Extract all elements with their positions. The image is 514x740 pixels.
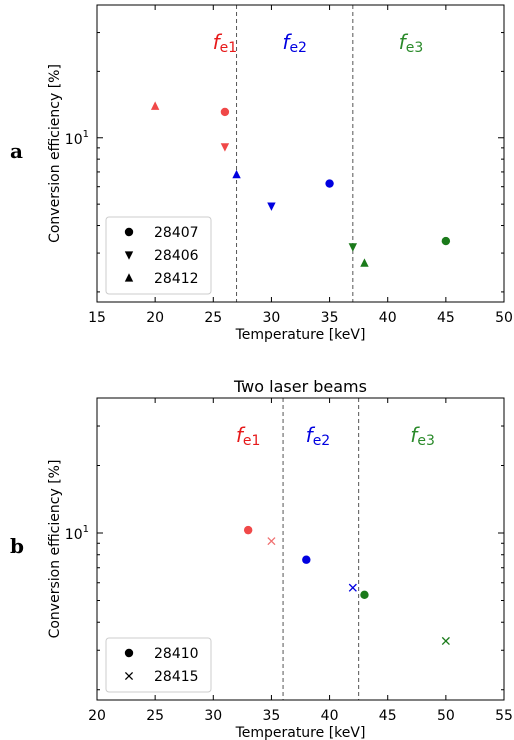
legend-label: 28412 [154,271,199,287]
panel-letter: a [10,139,23,163]
x-tick-label: 20 [88,708,106,724]
region-label-e1: fe1 [236,423,261,449]
data-point-28412 [150,101,160,110]
legend-marker-28412 [124,273,134,282]
x-tick-label: 30 [204,708,222,724]
data-point-28415 [267,537,276,546]
x-tick-label: 25 [204,310,222,326]
legend: 28410 28415 [105,637,212,693]
x-tick-label: 40 [321,708,339,724]
x-tick-label: 30 [263,310,281,326]
x-axis-label: Temperature [keV] [235,327,366,343]
legend-label: 28415 [154,669,199,685]
legend-marker-28410 [124,648,134,658]
legend-marker-28406 [124,251,134,260]
data-point-28415 [441,636,450,646]
data-point-28410 [360,590,369,600]
data-point-28412 [232,169,241,179]
legend-marker-28407 [124,227,134,237]
plot-frame [96,397,505,701]
data-point-28407 [220,107,230,117]
y-axis-label: Conversion efficiency [%] [47,64,63,243]
x-tick-label: 35 [321,310,339,326]
x-marker-stroke [348,583,357,592]
chart-title: Two laser beams [233,377,367,396]
data-point-28410 [302,555,311,564]
plot-frame [96,4,505,303]
y-tick-label: 101 [65,524,89,543]
x-tick-label: 15 [88,310,106,326]
x-tick-label: 45 [379,708,397,724]
x-tick-label: 45 [437,310,455,326]
x-tick-label: 20 [146,310,164,326]
x-tick-label: 35 [263,708,281,724]
region-label-e3: fe3 [399,30,424,56]
data-point-28410 [243,525,253,535]
data-point-28407 [441,236,451,246]
region-label-e2: fe2 [282,30,307,56]
x-tick-label: 55 [495,708,513,724]
x-tick-label: 25 [146,708,164,724]
legend-label: 28410 [154,646,199,662]
x-tick-label: 50 [437,708,455,724]
x-marker-stroke [267,537,276,546]
legend-label: 28407 [154,225,199,241]
chart-panel-b: Two laser beams b fe1 fe2 fe3 20 25 30 35 40 45 50 5… [10,377,513,740]
region-label-e2: fe2 [306,423,331,449]
panel-letter: b [10,534,24,558]
y-axis-label: Conversion efficiency [%] [47,460,63,639]
data-point-28415 [348,583,357,592]
data-point-28406 [267,202,276,211]
chart-panel-a: a fe1 fe2 fe3 15 20 25 30 35 40 45 50 101 Temperature… [10,4,513,343]
legend-box [105,216,212,295]
data-point-28407 [325,179,334,188]
x-marker-stroke [441,636,450,646]
y-tick-label: 101 [65,129,89,148]
legend-label: 28406 [154,248,199,264]
data-point-28412 [360,258,369,267]
legend: 28407 28406 28412 [105,216,212,295]
data-point-28406 [348,243,358,252]
legend-marker-28415 [124,671,134,681]
region-label-e1: fe1 [213,30,238,56]
x-axis-label: Temperature [keV] [235,725,366,740]
x-tick-label: 50 [495,310,513,326]
data-point-28406 [220,143,230,152]
x-marker-stroke [124,671,134,681]
region-label-e3: fe3 [410,423,435,449]
x-tick-label: 40 [379,310,397,326]
